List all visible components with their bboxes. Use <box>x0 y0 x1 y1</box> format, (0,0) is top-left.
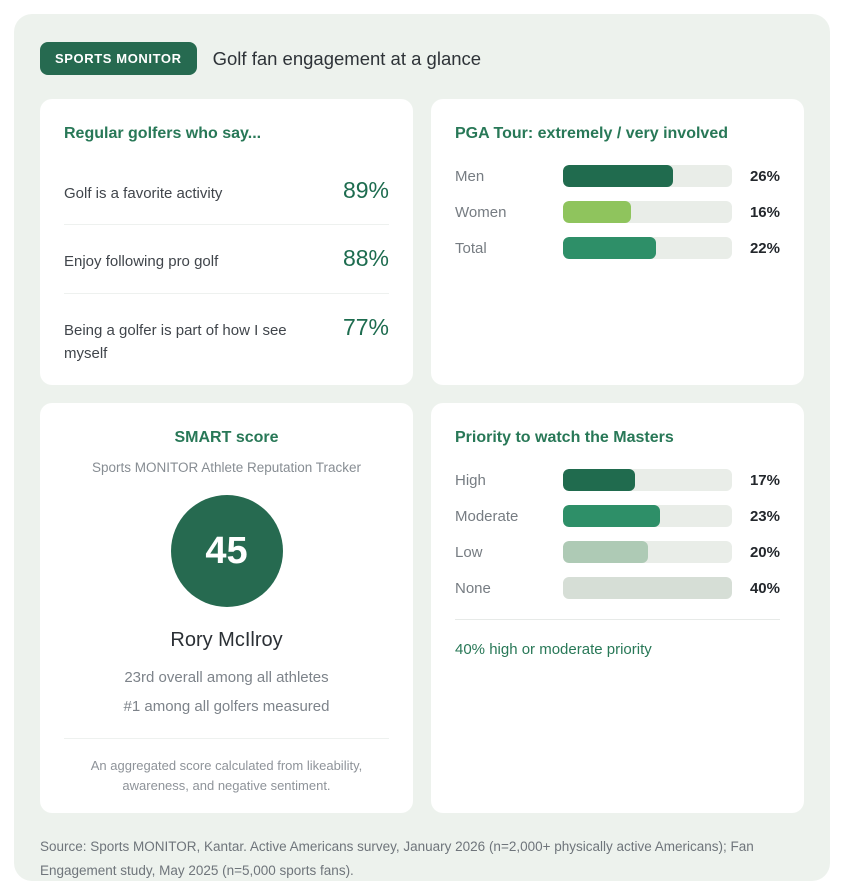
bar-row-none: None 40% <box>455 577 780 599</box>
bar-value: 26% <box>749 167 780 185</box>
bar-fill <box>563 237 656 259</box>
card-masters-title: Priority to watch the Masters <box>455 429 674 446</box>
bar-track <box>563 237 732 259</box>
bar-row-total: Total 22% <box>455 237 780 259</box>
bar-value: 40% <box>749 579 780 597</box>
bar-row-high: High 17% <box>455 469 780 491</box>
card-smart-score: SMART score Sports MONITOR Athlete Reput… <box>40 403 413 813</box>
bar-fill <box>563 469 635 491</box>
stat-row: Enjoy following pro golf 88% <box>64 224 389 292</box>
stat-row: Being a golfer is part of how I see myse… <box>64 292 389 385</box>
stat-label: Enjoy following pro golf <box>64 253 219 271</box>
bar-value: 17% <box>749 471 780 489</box>
bar-label: None <box>455 579 491 597</box>
stat-label: Being a golfer is part of how I see myse… <box>64 321 287 362</box>
brand-badge: SPORTS MONITOR <box>40 42 197 75</box>
rank-overall: 23rd overall among all athletes <box>124 669 329 686</box>
bar-label: Women <box>455 203 507 221</box>
masters-bar-chart: High 17% Moderate 23% Low 20% None 40% <box>455 469 780 599</box>
divider <box>64 737 389 739</box>
bar-row-moderate: Moderate 23% <box>455 505 780 527</box>
stat-label: Golf is a favorite activity <box>64 185 223 202</box>
bar-value: 22% <box>749 239 780 257</box>
bar-value: 20% <box>749 543 780 561</box>
bar-track <box>563 541 732 563</box>
bar-label: Low <box>455 543 483 561</box>
bar-row-low: Low 20% <box>455 541 780 563</box>
bar-track <box>563 505 732 527</box>
score-circle: 45 <box>170 495 283 607</box>
score-number: 45 <box>205 529 248 572</box>
dashboard-panel: SPORTS MONITOR Golf fan engagement at a … <box>14 14 830 881</box>
page-title: Golf fan engagement at a glance <box>212 47 482 69</box>
divider <box>455 619 780 620</box>
card-masters-priority: Priority to watch the Masters High 17% Mod… <box>431 403 804 813</box>
card-regular-golfers: Regular golfers who say... Golf is a fav… <box>40 99 413 385</box>
stat-row: Golf is a favorite activity 89% <box>64 157 389 224</box>
bar-track <box>563 577 732 599</box>
card-pga-tour: PGA Tour: extremely / very involved Men 2… <box>431 99 804 385</box>
stat-value: 77% <box>342 313 389 340</box>
bar-label: Men <box>455 167 485 185</box>
bar-row-men: Men 26% <box>455 165 780 187</box>
cards-grid: Regular golfers who say... Golf is a fav… <box>40 99 804 813</box>
bar-fill <box>563 505 661 527</box>
masters-summary: 40% high or moderate priority <box>455 641 652 658</box>
bar-track <box>563 201 732 223</box>
score-footnote: An aggregated score calculated from like… <box>90 757 363 794</box>
bar-fill <box>563 201 631 223</box>
card-smart-score-title: SMART score <box>174 429 279 446</box>
bar-fill <box>563 165 673 187</box>
pga-bar-chart: Men 26% Women 16% Total 22% <box>455 165 780 259</box>
bar-value: 16% <box>749 203 780 221</box>
bar-fill <box>563 541 648 563</box>
card-regular-golfers-title: Regular golfers who say... <box>64 125 262 142</box>
card-pga-tour-title: PGA Tour: extremely / very involved <box>455 125 728 142</box>
bar-label: Moderate <box>455 507 519 525</box>
bar-value: 23% <box>749 507 780 525</box>
bar-label: High <box>455 471 486 489</box>
stat-value: 88% <box>342 245 389 272</box>
bar-row-women: Women 16% <box>455 201 780 223</box>
bar-track <box>563 165 732 187</box>
smart-score-subtitle: Sports MONITOR Athlete Reputation Tracke… <box>91 460 362 475</box>
source-note: Source: Sports MONITOR, Kantar. Active A… <box>40 839 754 878</box>
header: SPORTS MONITOR Golf fan engagement at a … <box>40 42 804 75</box>
bar-fill <box>563 577 732 599</box>
rank-golfers: #1 among all golfers measured <box>123 698 330 716</box>
athlete-name: Rory McIlroy <box>170 629 283 651</box>
bar-track <box>563 469 732 491</box>
bar-label: Total <box>455 239 487 257</box>
stat-list: Golf is a favorite activity 89% Enjoy foll… <box>64 157 389 384</box>
stat-value: 89% <box>342 177 389 203</box>
